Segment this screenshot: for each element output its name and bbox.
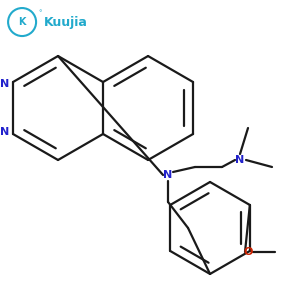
Text: O: O [243, 247, 253, 257]
Text: N: N [0, 127, 10, 137]
Text: N: N [236, 155, 244, 165]
Text: K: K [18, 17, 26, 27]
Text: N: N [164, 170, 173, 180]
Text: Kuujia: Kuujia [44, 16, 88, 28]
Text: N: N [0, 79, 10, 89]
Text: °: ° [38, 10, 42, 16]
